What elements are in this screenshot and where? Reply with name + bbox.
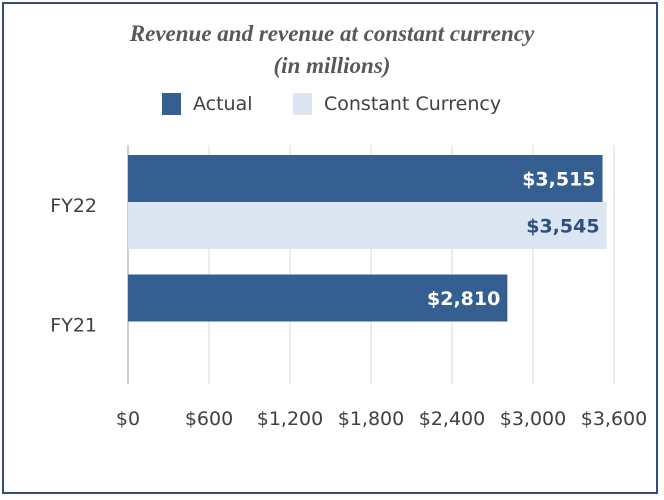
bar-fy21-0 (128, 274, 508, 322)
chart-title-line-2: (in millions) (273, 53, 391, 78)
chart-title: Revenue and revenue at constant currency… (0, 18, 664, 82)
x-tick-label-1: $600 (185, 408, 233, 430)
x-tick-label-3: $1,800 (338, 408, 404, 430)
x-tick-label-0: $0 (116, 408, 140, 430)
x-tick-label-4: $2,400 (419, 408, 485, 430)
data-label-fy22-1: $3,545 (526, 216, 599, 238)
legend-item-actual: Actual (162, 90, 253, 118)
legend-swatch-actual (162, 93, 181, 115)
x-tick-label-2: $1,200 (257, 408, 323, 430)
chart-title-line-1: Revenue and revenue at constant currency (129, 21, 535, 46)
legend-item-constant-currency: Constant Currency (293, 90, 501, 118)
bar-fy22-0 (128, 155, 603, 202)
data-label-fy22-0: $3,515 (522, 169, 595, 191)
chart-legend: Actual Constant Currency (0, 90, 664, 118)
x-tick-label-6: $3,600 (581, 408, 647, 430)
x-tick-label-5: $3,000 (500, 408, 566, 430)
legend-label-constant-currency: Constant Currency (324, 93, 502, 115)
bar-fy22-1 (128, 202, 607, 249)
legend-label-actual: Actual (193, 93, 253, 115)
data-label-fy21-0: $2,810 (427, 288, 500, 310)
category-label-fy21: FY21 (50, 314, 97, 336)
category-label-fy22: FY22 (50, 195, 97, 217)
legend-swatch-constant-currency (293, 93, 312, 115)
